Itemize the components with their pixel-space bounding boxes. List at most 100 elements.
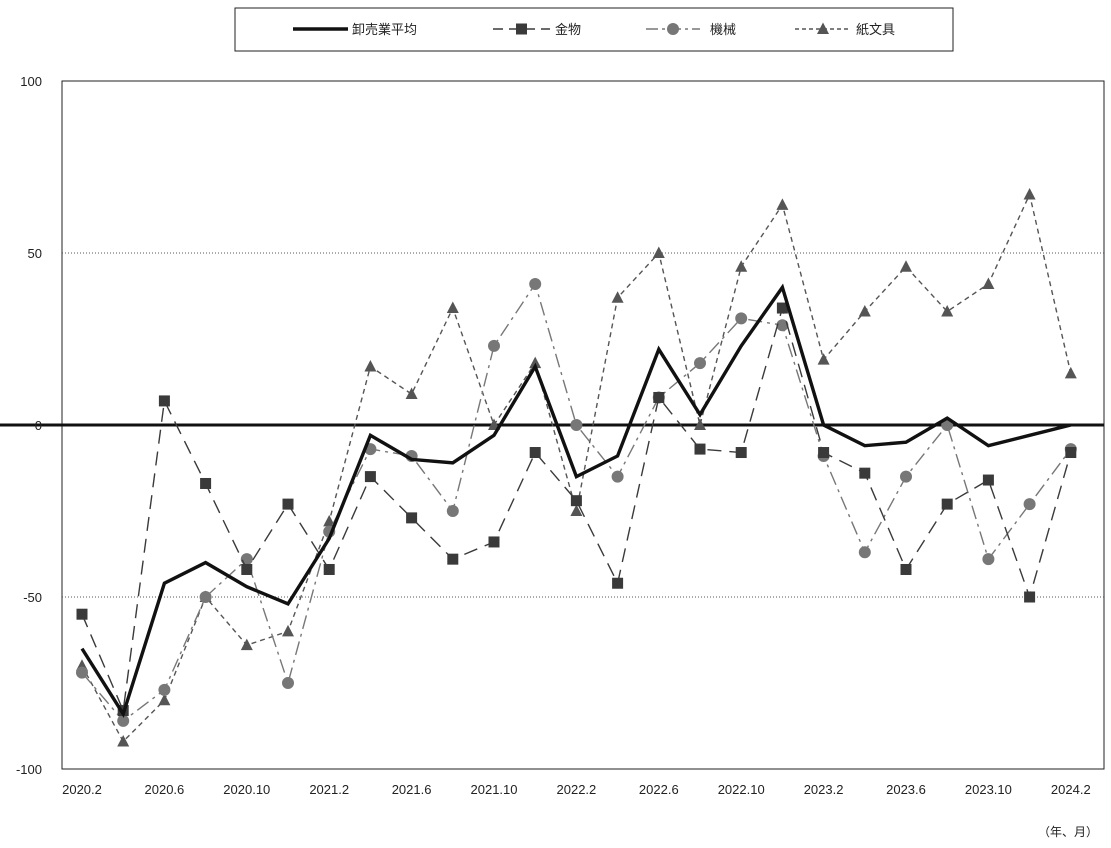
data-point [200, 477, 212, 489]
data-point [406, 512, 418, 524]
data-point [818, 447, 830, 459]
series-line [81, 192, 1072, 743]
legend-label: 機械 [710, 23, 736, 38]
data-point [941, 304, 954, 317]
data-point [282, 677, 294, 689]
x-tick-label: 2023.2 [804, 782, 844, 797]
x-tick-label: 2020.6 [145, 782, 185, 797]
data-point [982, 277, 995, 289]
x-tick-label: 2021.2 [309, 782, 349, 797]
data-point [694, 443, 706, 455]
data-point [117, 734, 130, 747]
data-point [76, 666, 88, 679]
x-tick-label: 2020.10 [223, 782, 270, 797]
x-tick-label: 2021.6 [392, 782, 432, 797]
x-tick-label: 2023.10 [965, 782, 1012, 797]
x-tick-label: 2023.6 [886, 782, 926, 797]
legend-marker [817, 22, 829, 34]
data-point [817, 353, 830, 365]
y-axis-tick-labels: 100 50 0 -50 -100 [16, 74, 42, 777]
data-point [858, 546, 871, 559]
legend-item: 卸売業平均 [293, 22, 417, 38]
y-tick-label: 100 [20, 74, 42, 89]
unit-label: （年、月） [1038, 825, 1098, 839]
data-point [364, 360, 377, 372]
legend: 卸売業平均 金物 機械 紙文具 [234, 7, 954, 52]
data-point [76, 608, 88, 620]
x-tick-label: 2021.10 [471, 782, 518, 797]
data-point [241, 563, 253, 575]
series-group [76, 188, 1077, 747]
data-point [488, 339, 500, 352]
data-point [446, 301, 459, 314]
data-point [694, 357, 706, 370]
data-point [1064, 366, 1077, 379]
data-point [240, 553, 253, 566]
data-point [900, 260, 912, 272]
legend-item: 紙文具 [795, 22, 895, 38]
x-tick-label: 2020.2 [62, 782, 102, 797]
series-square [76, 302, 1077, 717]
data-point [611, 470, 624, 483]
data-point [858, 304, 871, 317]
x-tick-label: 2024.2 [1051, 782, 1091, 797]
legend-marker [516, 23, 527, 35]
data-point [240, 638, 253, 651]
data-point [982, 474, 994, 486]
data-point [1024, 591, 1036, 603]
legend-label: 紙文具 [856, 23, 895, 38]
x-tick-label: 2022.2 [557, 782, 597, 797]
data-point [529, 356, 542, 369]
legend-marker [667, 23, 679, 35]
data-point [941, 498, 953, 510]
data-point [735, 312, 748, 325]
y-tick-label: 0 [35, 418, 42, 433]
data-point [529, 447, 541, 459]
data-point [612, 577, 624, 589]
data-point [1065, 447, 1077, 459]
data-point [529, 277, 542, 290]
data-point [405, 387, 418, 400]
data-point [158, 395, 170, 407]
data-point [776, 302, 788, 314]
data-point [859, 467, 871, 479]
series-none [80, 283, 1072, 718]
series-triangle [76, 188, 1077, 747]
data-point [1023, 498, 1036, 511]
data-point [570, 504, 583, 516]
y-tick-label: -100 [16, 762, 42, 777]
x-tick-label: 2022.6 [639, 782, 679, 797]
x-axis-tick-labels: 2020.2 2020.6 2020.10 2021.2 2021.6 2021.10 20… [62, 782, 1091, 797]
data-point [446, 505, 459, 517]
data-point [158, 683, 171, 696]
data-point [735, 260, 748, 272]
data-point [900, 563, 912, 575]
y-tick-label: -50 [23, 590, 42, 605]
data-point [694, 418, 706, 430]
data-point [282, 624, 294, 637]
x-tick-label: 2022.10 [718, 782, 765, 797]
data-point [158, 693, 171, 706]
data-point [570, 495, 582, 507]
legend-label: 卸売業平均 [352, 22, 417, 38]
data-point [282, 498, 294, 510]
data-point [488, 536, 500, 548]
legend-item: 金物 [493, 22, 581, 38]
y-tick-label: 50 [28, 246, 42, 261]
data-point [447, 553, 459, 565]
data-point [199, 591, 212, 603]
data-point [735, 447, 747, 459]
data-point [900, 470, 912, 483]
data-point [652, 246, 665, 258]
data-point [611, 291, 624, 303]
legend-item: 機械 [646, 23, 736, 38]
data-point [323, 514, 336, 527]
data-point [653, 391, 665, 403]
series-line [80, 283, 1072, 718]
data-point [776, 319, 789, 332]
data-point [982, 553, 995, 566]
data-point [117, 714, 130, 727]
data-point [570, 419, 583, 431]
data-point [323, 563, 335, 575]
